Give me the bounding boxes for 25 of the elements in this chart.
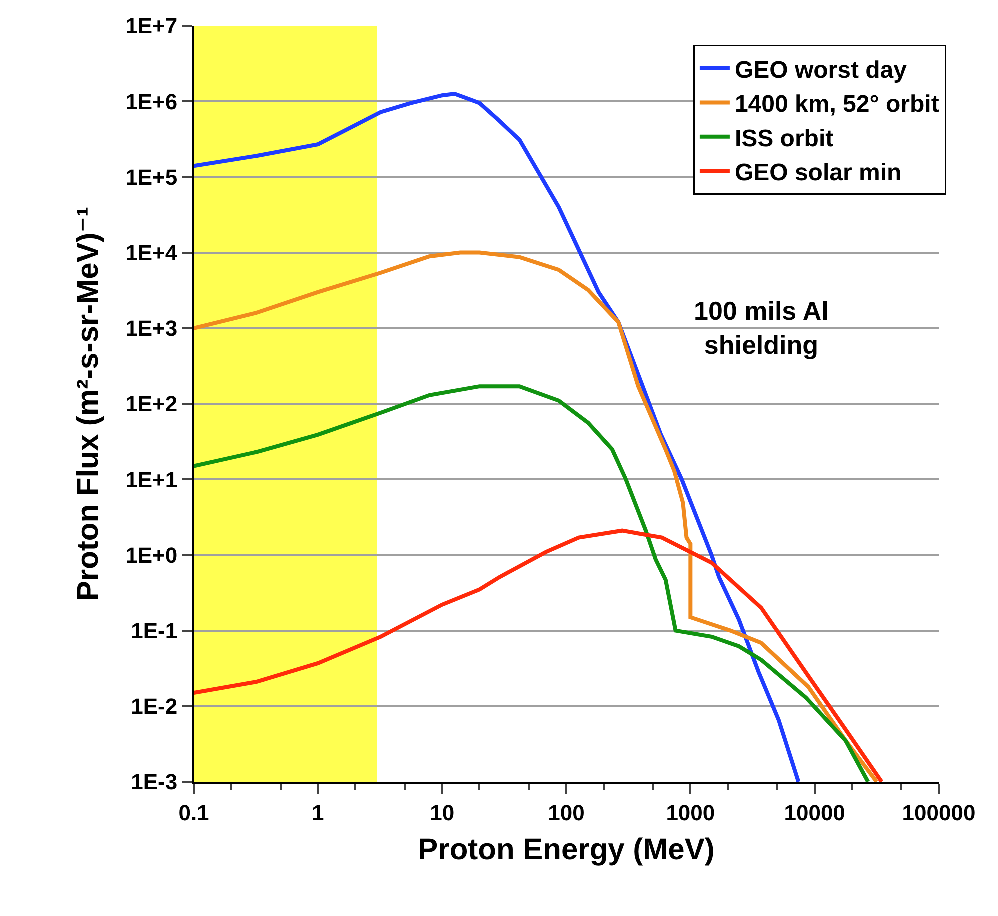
x-tick-label: 10 — [430, 800, 455, 826]
y-tick-label: 1E+3 — [126, 316, 178, 342]
y-tick-label: 1E+2 — [126, 392, 178, 417]
x-tick-label: 0.1 — [178, 800, 210, 826]
y-tick-label: 1E+0 — [126, 542, 178, 568]
x-tick-label: 10000 — [784, 800, 846, 826]
y-tick-label: 1E-2 — [131, 694, 178, 720]
x-tick-label: 100 — [548, 800, 585, 826]
y-axis-title: Proton Flux (m²-s-sr-MeV)⁻¹ — [72, 206, 106, 602]
legend-label: 1400 km, 52° orbit — [734, 91, 940, 118]
x-axis-title: Proton Energy (MeV) — [418, 833, 715, 866]
legend-label: ISS orbit — [734, 125, 834, 152]
y-tick-label: 1E+5 — [126, 164, 178, 190]
x-tick-label: 100000 — [902, 800, 976, 826]
y-tick-label: 1E+4 — [126, 240, 178, 266]
y-tick-label: 1E-1 — [131, 618, 178, 644]
y-tick-label: 1E+1 — [126, 467, 178, 492]
annotation: 100 mils Al shielding — [694, 296, 829, 360]
y-tick-label: 1E+6 — [126, 89, 178, 114]
y-tick-label: 1E+7 — [126, 14, 178, 39]
legend-label: GEO solar min — [734, 159, 902, 186]
legend-label: GEO worst day — [734, 56, 908, 84]
y-tick-label: 1E-3 — [131, 770, 178, 795]
x-tick-label: 1000 — [666, 800, 716, 826]
x-tick-label: 1 — [312, 800, 324, 826]
